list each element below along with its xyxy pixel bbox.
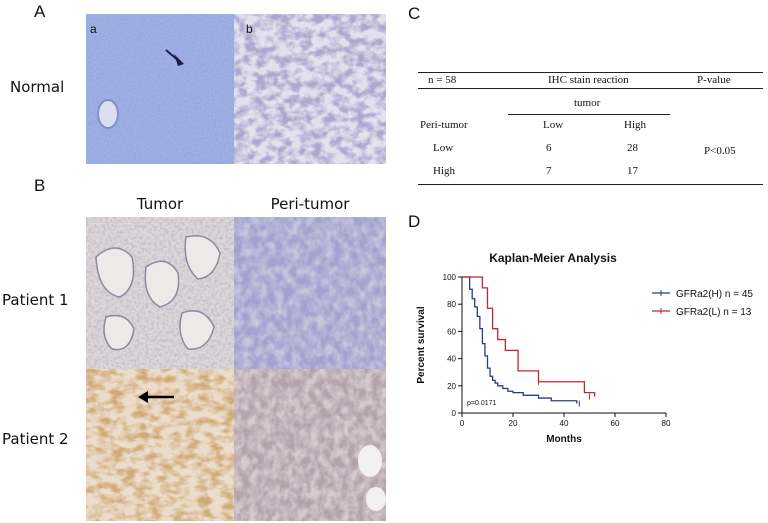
table-pvalue-header: P-value [697, 74, 731, 86]
table-peri-label: Peri-tumor [420, 119, 468, 131]
panel-letter-a: A [34, 2, 46, 21]
table-row-high-low: 7 [546, 165, 552, 177]
table-row-low-low: 6 [546, 142, 552, 154]
micrograph-normal-b: b [234, 14, 386, 164]
y-tick-label-4: 80 [447, 300, 456, 309]
row-label-patient-2: Patient 2 [2, 430, 69, 448]
x-tick-label-2: 40 [560, 419, 569, 428]
y-tick-label-2: 40 [447, 355, 456, 364]
table-tumor-rule [508, 114, 670, 115]
table-top-rule [418, 72, 763, 73]
sublabel-b: b [246, 22, 253, 36]
table-ihc-header: IHC stain reaction [548, 74, 629, 86]
y-axis-label: Percent survival [416, 306, 427, 383]
table-bottom-rule [418, 184, 763, 185]
legend-label-1: GFRa2(L) n = 13 [676, 307, 752, 318]
survival-curve-high [462, 276, 578, 404]
x-tick-label-4: 80 [662, 419, 671, 428]
y-tick-label-0: 0 [452, 409, 457, 418]
micrograph-patient2-tumor [86, 369, 234, 521]
x-tick-label-0: 0 [460, 419, 465, 428]
chart-title: Kaplan-Meier Analysis [489, 251, 617, 265]
panel-letter-d: D [408, 212, 421, 231]
table-header-rule [418, 88, 763, 89]
table-row-low-label: Low [433, 142, 454, 154]
x-tick-label-1: 20 [509, 419, 518, 428]
panel-letter-c: C [408, 4, 421, 23]
col-label-peri-tumor: Peri-tumor [270, 195, 350, 213]
table-n: n = 58 [428, 74, 457, 86]
x-axis-label: Months [546, 434, 582, 445]
col-label-tumor: Tumor [136, 195, 184, 213]
table-row-high-label: High [433, 165, 455, 177]
row-label-patient-1: Patient 1 [2, 291, 69, 309]
table-tumor-header: tumor [574, 97, 601, 109]
micrograph-patient1-peri-tumor [234, 217, 386, 369]
micrograph-patient2-peri-tumor [234, 369, 386, 521]
x-tick-label-3: 60 [611, 419, 620, 428]
micrograph-patient1-tumor [86, 217, 234, 369]
panel-letter-b: B [34, 176, 46, 195]
survival-curve-low [462, 276, 596, 397]
kaplan-meier-chart: Kaplan-Meier Analysis Percent survival M… [416, 251, 753, 445]
table-row-high-high: 17 [627, 165, 638, 177]
table-pvalue: P<0.05 [704, 145, 736, 157]
y-tick-label-3: 60 [447, 327, 456, 336]
sublabel-a: a [90, 22, 97, 36]
y-tick-label-5: 100 [443, 273, 457, 282]
p-value-annotation: p=0.0171 [467, 400, 496, 407]
table-low-col: Low [543, 119, 564, 131]
legend-label-0: GFRa2(H) n = 45 [676, 289, 753, 300]
micrograph-normal-a: a [86, 14, 234, 164]
row-label-normal: Normal [10, 78, 65, 96]
table-high-col: High [624, 119, 646, 131]
table-row-low-high: 28 [627, 142, 638, 154]
y-tick-label-1: 20 [447, 382, 456, 391]
